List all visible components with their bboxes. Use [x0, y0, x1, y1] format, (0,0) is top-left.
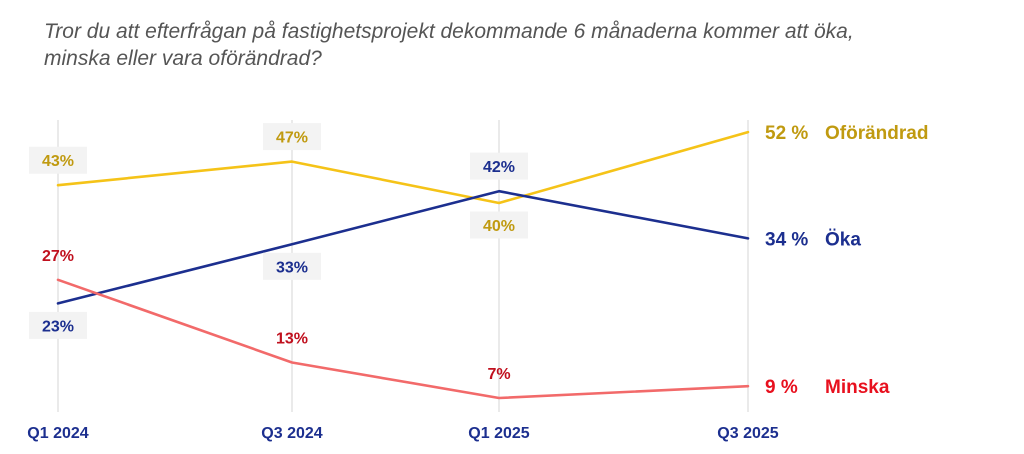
data-label-text: 7% — [487, 366, 510, 383]
series-lines — [56, 130, 750, 400]
data-label-oka: 33% — [263, 252, 321, 280]
x-tick-label: Q1 2025 — [468, 425, 529, 442]
end-labels: 52 % Oförändrad 34 % Öka 9 % Minska — [765, 123, 928, 398]
data-label-minska: 7% — [487, 366, 510, 383]
series-line-oka — [56, 189, 750, 305]
data-label-text: 42% — [483, 159, 515, 176]
x-axis-ticks: Q1 2024 Q3 2024 Q1 2025 Q3 2025 — [27, 425, 778, 442]
data-label-text: 43% — [42, 153, 74, 170]
data-label-text: 13% — [276, 331, 308, 348]
x-tick-label: Q3 2025 — [717, 425, 778, 442]
data-label-oforandrad: 43% — [29, 146, 87, 174]
chart-title: Tror du att efterfrågan på fastighetspro… — [44, 20, 854, 70]
data-label-bg — [470, 152, 528, 180]
end-value-oforandrad: 52 % — [765, 123, 808, 144]
data-label-text: 47% — [276, 130, 308, 147]
data-label-bg — [29, 311, 87, 339]
x-tick-label: Q1 2024 — [27, 425, 88, 442]
data-label-bg — [470, 211, 528, 239]
data-label-bg — [263, 252, 321, 280]
data-label-oka: 23% — [29, 311, 87, 339]
data-label-text: 23% — [42, 318, 74, 335]
series-name-oka: Öka — [825, 229, 861, 250]
data-label-bg — [263, 123, 321, 151]
data-label-oka: 42% — [470, 152, 528, 180]
data-label-minska: 13% — [276, 331, 308, 348]
data-label-text: 40% — [483, 218, 515, 235]
end-value-minska: 9 % — [765, 377, 798, 398]
grid-lines — [57, 120, 749, 412]
series-line-oforandrad — [56, 130, 750, 205]
data-label-bg — [29, 146, 87, 174]
data-label-oforandrad: 40% — [470, 211, 528, 239]
data-label-minska: 27% — [42, 248, 74, 265]
data-label-oforandrad: 47% — [263, 123, 321, 151]
series-line-minska — [56, 278, 750, 400]
series-name-oforandrad: Oförändrad — [825, 123, 928, 144]
data-label-text: 27% — [42, 248, 74, 265]
data-labels: 43% 47% 40% 23% 33% 42% 27% 13% 7% — [29, 123, 528, 383]
data-label-text: 33% — [276, 259, 308, 276]
end-value-oka: 34 % — [765, 229, 808, 250]
series-name-minska: Minska — [825, 377, 890, 398]
x-tick-label: Q3 2024 — [261, 425, 322, 442]
